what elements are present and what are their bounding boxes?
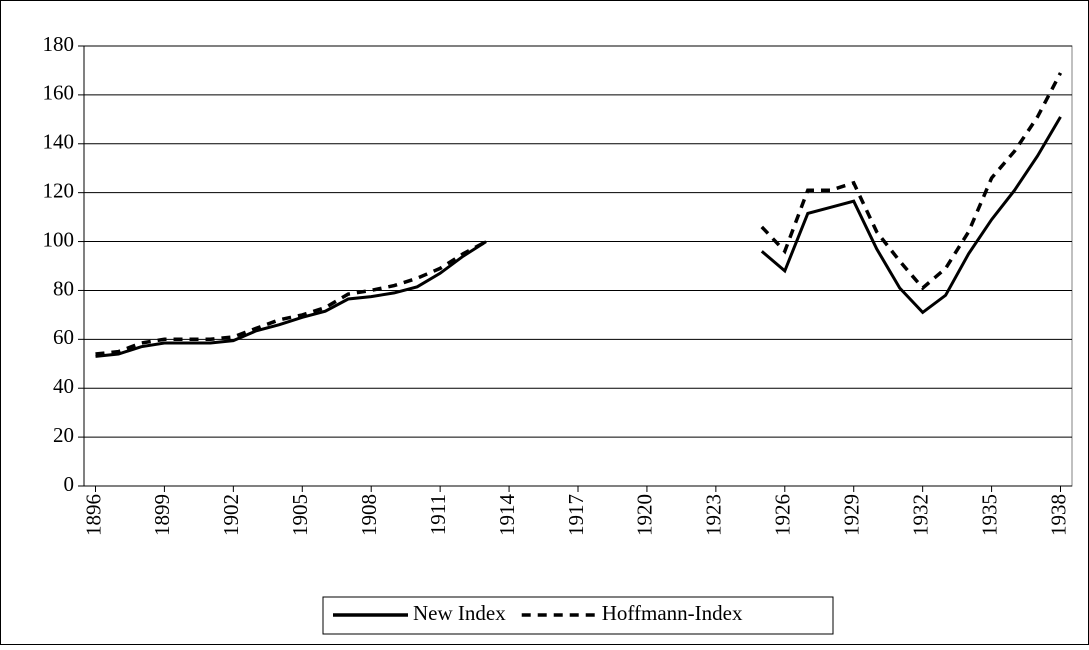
- y-tick-label: 60: [53, 325, 74, 349]
- x-tick-label: 1923: [702, 494, 726, 536]
- y-tick-label: 180: [43, 32, 75, 56]
- x-tick-label: 1932: [908, 494, 932, 536]
- x-tick-label: 1911: [426, 494, 450, 535]
- x-tick-label: 1905: [288, 494, 312, 536]
- y-tick-label: 120: [43, 178, 75, 202]
- x-tick-label: 1920: [633, 494, 657, 536]
- y-tick-label: 40: [53, 374, 74, 398]
- x-tick-label: 1938: [1046, 494, 1070, 536]
- x-tick-label: 1902: [219, 494, 243, 536]
- x-tick-label: 1914: [495, 494, 519, 537]
- x-tick-label: 1908: [357, 494, 381, 536]
- y-tick-label: 100: [43, 227, 75, 251]
- series-line: [95, 72, 1063, 356]
- y-tick-label: 160: [43, 81, 75, 105]
- legend-label: New Index: [413, 601, 506, 625]
- y-tick-label: 0: [64, 472, 75, 496]
- series-line: [95, 116, 1062, 358]
- legend-label: Hoffmann-Index: [602, 601, 743, 625]
- x-tick-label: 1896: [81, 494, 105, 536]
- x-tick-label: 1899: [150, 494, 174, 536]
- y-tick-label: 20: [53, 423, 74, 447]
- x-tick-label: 1929: [840, 494, 864, 536]
- legend: New Index Hoffmann-Index: [322, 596, 834, 635]
- x-tick-label: 1926: [771, 494, 795, 536]
- y-tick-label: 80: [53, 276, 74, 300]
- x-tick-label: 1917: [564, 494, 588, 536]
- y-tick-label: 140: [43, 130, 75, 154]
- x-tick-label: 1935: [977, 494, 1001, 536]
